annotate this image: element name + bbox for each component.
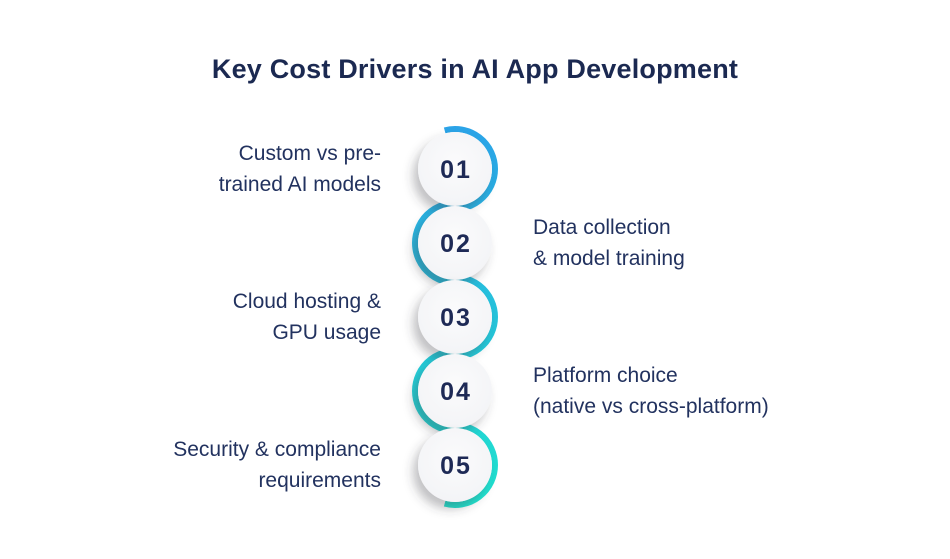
step-number-5: 05	[440, 452, 472, 480]
step-circle-5	[418, 428, 492, 502]
step-label-line: Custom vs pre-	[238, 142, 381, 165]
page-title: Key Cost Drivers in AI App Development	[211, 54, 739, 84]
step-label-line: (native vs cross-platform)	[533, 395, 769, 418]
step-number-2: 02	[440, 230, 472, 258]
step-circle-1	[418, 132, 492, 206]
step-circle-3	[418, 280, 492, 354]
step-label-line: Security & compliance	[173, 438, 381, 461]
step-number-4: 04	[440, 378, 472, 406]
step-circle-2	[418, 206, 492, 280]
step-number-3: 03	[440, 304, 472, 332]
step-label-line: Cloud hosting &	[232, 290, 381, 313]
step-label-1: Custom vs pre- trained AI models	[219, 138, 381, 200]
step-label-3: Cloud hosting & GPU usage	[233, 286, 381, 348]
step-label-line: GPU usage	[272, 321, 381, 344]
step-label-line: & model training	[533, 247, 685, 270]
step-circle-4	[418, 354, 492, 428]
step-label-2: Data collection & model training	[533, 212, 685, 274]
step-label-5: Security & compliance requirements	[173, 434, 381, 496]
step-label-4: Platform choice (native vs cross-platfor…	[533, 360, 769, 422]
step-label-line: trained AI models	[218, 173, 381, 196]
step-label-line: Platform choice	[533, 364, 678, 387]
step-number-1: 01	[440, 156, 472, 184]
step-label-line: requirements	[258, 469, 381, 492]
step-label-line: Data collection	[533, 216, 671, 239]
